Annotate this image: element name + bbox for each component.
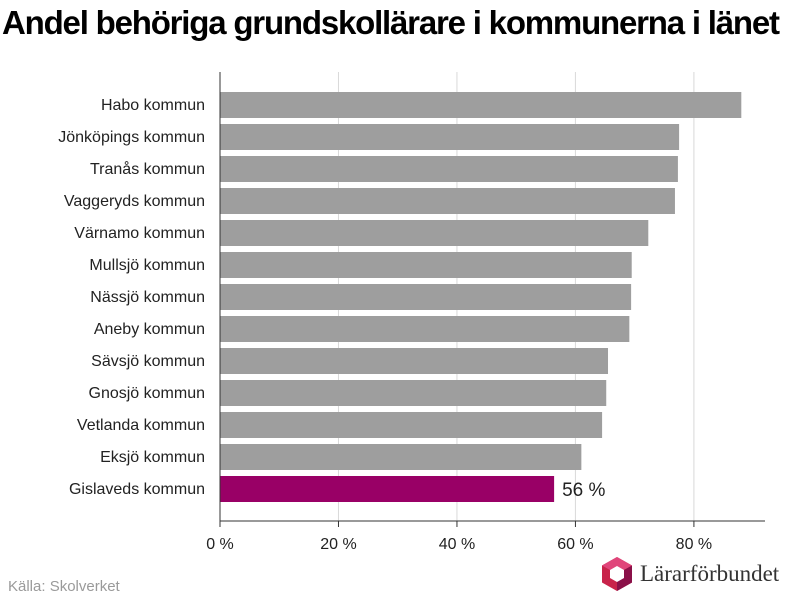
bar-nässjö-kommun	[220, 284, 632, 310]
logo-text: Lärarförbundet	[640, 561, 780, 586]
bar-mullsjö-kommun	[220, 252, 632, 278]
x-tick-label: 60 %	[557, 536, 593, 553]
bar-eksjö-kommun	[220, 444, 582, 470]
bar-gnosjö-kommun	[220, 380, 607, 406]
bar-jönköpings-kommun	[220, 124, 680, 150]
bar-vetlanda-kommun	[220, 412, 603, 438]
x-tick-label: 0 %	[206, 536, 234, 553]
bar-habo-kommun	[220, 92, 742, 118]
category-label: Gislaveds kommun	[69, 481, 205, 498]
category-label: Jönköpings kommun	[58, 129, 205, 146]
chart-title: Andel behöriga grundskollärare i kommune…	[2, 4, 780, 41]
category-label: Gnosjö kommun	[89, 385, 206, 402]
x-tick-label: 40 %	[439, 536, 475, 553]
bar-värnamo-kommun	[220, 220, 649, 246]
category-label: Tranås kommun	[90, 160, 205, 178]
category-label: Habo kommun	[101, 97, 205, 114]
source-note: Källa: Skolverket	[8, 578, 120, 595]
bar-aneby-kommun	[220, 316, 630, 342]
category-label: Värnamo kommun	[74, 225, 205, 242]
x-tick-label: 20 %	[320, 536, 356, 553]
bar-vaggeryds-kommun	[220, 188, 675, 214]
category-label: Eksjö kommun	[100, 449, 205, 466]
bar-tranås-kommun	[220, 156, 678, 182]
category-label: Nässjö kommun	[90, 289, 205, 306]
category-label: Vetlanda kommun	[77, 417, 205, 434]
hexagon-logo-icon	[602, 557, 632, 591]
bar-sävsjö-kommun	[220, 348, 609, 374]
category-label: Aneby kommun	[94, 321, 205, 338]
lararforbundet-logo: Lärarförbundet	[600, 556, 779, 592]
data-label: 56 %	[562, 480, 605, 501]
category-label: Mullsjö kommun	[89, 257, 205, 274]
bar-gislaveds-kommun	[220, 476, 555, 502]
category-label: Sävsjö kommun	[91, 353, 205, 370]
x-tick-label: 80 %	[676, 536, 712, 553]
category-label: Vaggeryds kommun	[64, 193, 205, 210]
